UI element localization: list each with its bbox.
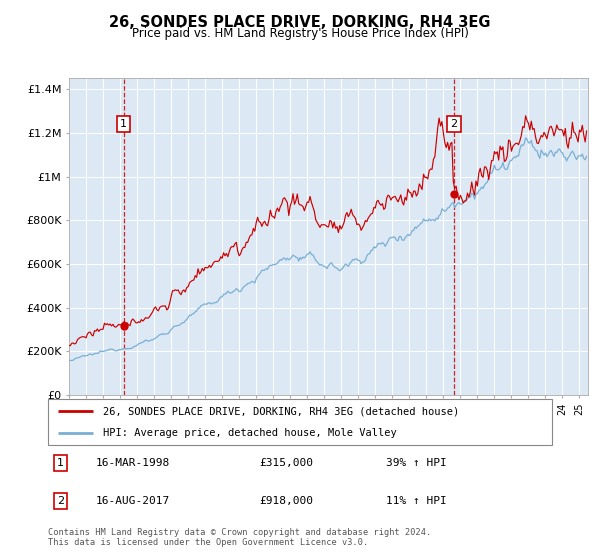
Text: 2: 2 (57, 496, 64, 506)
FancyBboxPatch shape (48, 399, 552, 445)
Text: 16-AUG-2017: 16-AUG-2017 (96, 496, 170, 506)
Text: 16-MAR-1998: 16-MAR-1998 (96, 458, 170, 468)
Text: 26, SONDES PLACE DRIVE, DORKING, RH4 3EG: 26, SONDES PLACE DRIVE, DORKING, RH4 3EG (109, 15, 491, 30)
Text: £315,000: £315,000 (260, 458, 314, 468)
Text: 1: 1 (57, 458, 64, 468)
Text: Contains HM Land Registry data © Crown copyright and database right 2024.
This d: Contains HM Land Registry data © Crown c… (48, 528, 431, 547)
Text: 2: 2 (451, 119, 457, 129)
Text: 11% ↑ HPI: 11% ↑ HPI (386, 496, 446, 506)
Text: 39% ↑ HPI: 39% ↑ HPI (386, 458, 446, 468)
Text: Price paid vs. HM Land Registry's House Price Index (HPI): Price paid vs. HM Land Registry's House … (131, 27, 469, 40)
Text: 26, SONDES PLACE DRIVE, DORKING, RH4 3EG (detached house): 26, SONDES PLACE DRIVE, DORKING, RH4 3EG… (103, 406, 460, 416)
Text: HPI: Average price, detached house, Mole Valley: HPI: Average price, detached house, Mole… (103, 428, 397, 438)
Text: £918,000: £918,000 (260, 496, 314, 506)
Text: 1: 1 (120, 119, 127, 129)
